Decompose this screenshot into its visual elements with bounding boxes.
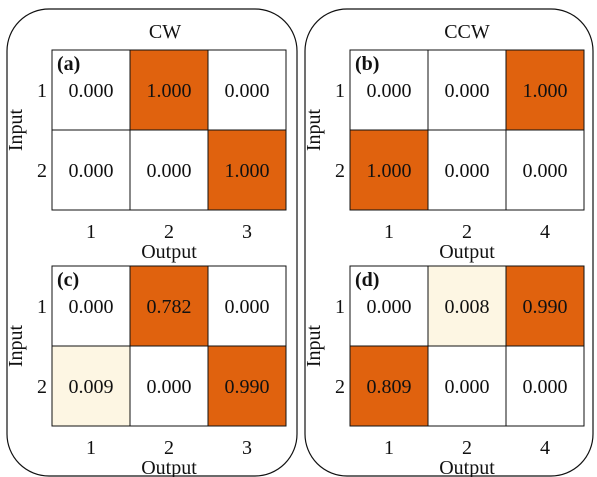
heatmap-cell xyxy=(129,265,209,347)
cell-value: 0.000 xyxy=(367,296,412,318)
row-tick-label: 1 xyxy=(37,296,47,318)
cell-value: 0.000 xyxy=(147,376,192,398)
heatmap-cell xyxy=(505,49,585,131)
cell-value: 0.000 xyxy=(69,296,114,318)
cell-value: 0.000 xyxy=(445,80,490,102)
column-tick-label: 3 xyxy=(242,437,252,459)
cell-value: 0.990 xyxy=(523,296,568,318)
heatmap-cell xyxy=(505,345,585,427)
cell-value: 0.809 xyxy=(367,376,412,398)
cell-value: 1.000 xyxy=(523,80,568,102)
group-title-cw: CW xyxy=(149,21,181,43)
y-axis-label: Input xyxy=(5,324,27,367)
column-tick-label: 1 xyxy=(86,221,96,243)
panel-label: (c) xyxy=(57,269,79,291)
row-tick-label: 1 xyxy=(335,80,345,102)
cell-value: 0.000 xyxy=(445,376,490,398)
column-tick-label: 1 xyxy=(384,221,394,243)
heatmap-cell xyxy=(505,129,585,211)
column-tick-label: 2 xyxy=(164,437,174,459)
heatmap-cell xyxy=(129,345,209,427)
panel-label: (d) xyxy=(355,269,379,291)
group-frame-cw xyxy=(6,8,298,477)
cell-value: 1.000 xyxy=(225,160,270,182)
x-axis-label: Output xyxy=(439,457,495,477)
heatmap-cell xyxy=(349,345,429,427)
row-tick-label: 2 xyxy=(37,160,47,182)
y-axis-label: Input xyxy=(303,108,325,151)
cell-value: 0.000 xyxy=(69,160,114,182)
column-tick-label: 1 xyxy=(86,437,96,459)
column-tick-label: 4 xyxy=(540,437,550,459)
x-axis-label: Output xyxy=(141,457,197,477)
heatmap-cell xyxy=(427,345,507,427)
cell-value: 0.000 xyxy=(147,160,192,182)
column-tick-label: 3 xyxy=(242,221,252,243)
heatmap-cell xyxy=(51,49,131,131)
heatmap-cell xyxy=(207,345,287,427)
cell-value: 0.000 xyxy=(523,376,568,398)
row-tick-label: 2 xyxy=(335,160,345,182)
row-tick-label: 2 xyxy=(37,376,47,398)
cell-value: 0.782 xyxy=(147,296,192,318)
heatmap-cell xyxy=(51,129,131,211)
heatmap-cell xyxy=(207,265,287,347)
heatmap-cell xyxy=(51,345,131,427)
row-tick-label: 2 xyxy=(335,376,345,398)
cell-value: 0.990 xyxy=(225,376,270,398)
panel-label: (a) xyxy=(57,53,80,75)
heatmap-panel-3: 0.000 0.782 0.000 0.009 0.000 0.990 (c) 1 2 1 2 3 Ou… xyxy=(5,265,287,477)
row-tick-label: 1 xyxy=(37,80,47,102)
cell-value: 0.000 xyxy=(367,80,412,102)
column-tick-label: 4 xyxy=(540,221,550,243)
group-title-ccw: CCW xyxy=(444,21,490,43)
column-tick-label: 1 xyxy=(384,437,394,459)
column-tick-label: 2 xyxy=(462,221,472,243)
cell-value: 0.000 xyxy=(225,80,270,102)
cell-value: 0.000 xyxy=(445,160,490,182)
x-axis-label: Output xyxy=(439,241,495,263)
heatmap-cell xyxy=(51,265,131,347)
cell-value: 0.009 xyxy=(69,376,114,398)
heatmap-panels: 0.000 1.000 0.000 0.000 0.000 1.000 (a) 1 2 1 2 3 Ou… xyxy=(5,49,585,477)
cell-value: 0.000 xyxy=(69,80,114,102)
heatmap-panel-1: 0.000 1.000 0.000 0.000 0.000 1.000 (a) 1 2 1 2 3 Ou… xyxy=(5,49,287,263)
heatmap-cell xyxy=(349,49,429,131)
heatmap-panel-2: 0.000 0.000 1.000 1.000 0.000 0.000 (b) 1 2 1 2 4 Ou… xyxy=(303,49,585,263)
cell-value: 1.000 xyxy=(147,80,192,102)
heatmap-cell xyxy=(427,265,507,347)
heatmap-panel-4: 0.000 0.008 0.990 0.809 0.000 0.000 (d) 1 2 1 2 4 Ou… xyxy=(303,265,585,477)
panel-label: (b) xyxy=(355,53,379,75)
heatmap-cell xyxy=(207,49,287,131)
y-axis-label: Input xyxy=(5,108,27,151)
column-tick-label: 2 xyxy=(164,221,174,243)
heatmap-cell xyxy=(129,129,209,211)
y-axis-label: Input xyxy=(303,324,325,367)
cell-value: 0.000 xyxy=(225,296,270,318)
x-axis-label: Output xyxy=(141,241,197,263)
cell-value: 0.008 xyxy=(445,296,490,318)
cell-value: 1.000 xyxy=(367,160,412,182)
group-frame-ccw xyxy=(304,8,594,477)
heatmap-cell xyxy=(505,265,585,347)
heatmap-cell xyxy=(207,129,287,211)
heatmap-cell xyxy=(349,129,429,211)
row-tick-label: 1 xyxy=(335,296,345,318)
column-tick-label: 2 xyxy=(462,437,472,459)
cell-value: 0.000 xyxy=(523,160,568,182)
